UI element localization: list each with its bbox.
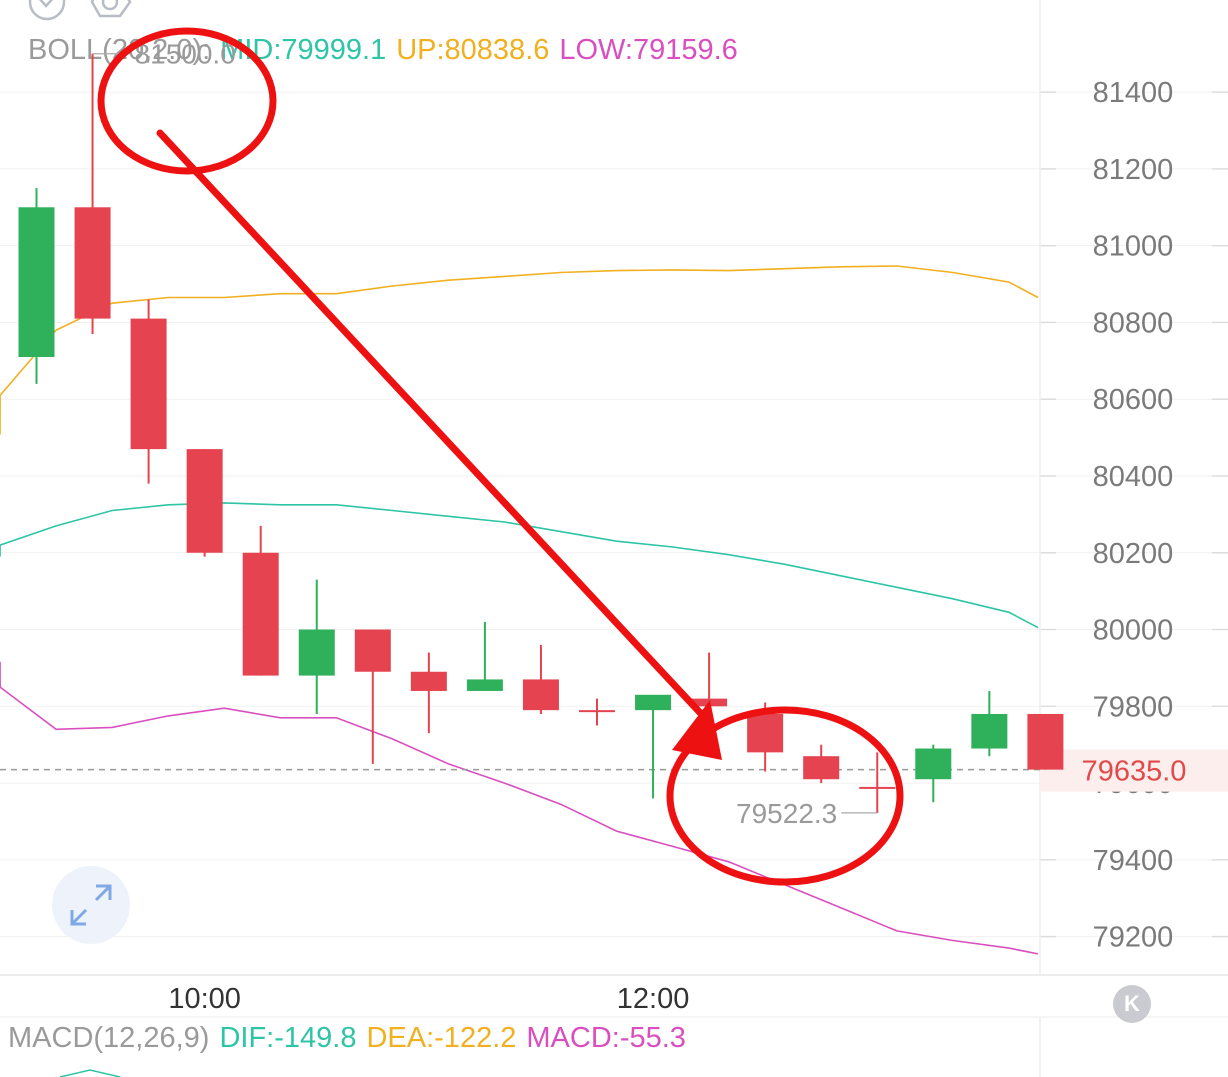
x-tick-label: 12:00 [617, 983, 690, 1015]
candle-up [635, 694, 672, 711]
check-circle-icon[interactable] [28, 0, 66, 21]
candle-down [242, 552, 279, 676]
y-tick-label: 79400 [1093, 845, 1174, 877]
candle-up [971, 713, 1008, 749]
macd-value: MACD:-55.3 [526, 1022, 686, 1054]
candle-down [859, 786, 896, 789]
candle-up [466, 679, 503, 691]
candle-down [1027, 713, 1064, 770]
annotation-arrow-shaft [156, 129, 709, 722]
macd-dif-line [59, 1069, 121, 1077]
y-tick-label: 79800 [1093, 691, 1174, 723]
annotation-circle-high [97, 27, 277, 175]
boll-mid-line [0, 502, 1039, 629]
candle-down [130, 318, 167, 450]
expand-arrows-icon [70, 884, 112, 926]
y-tick-label: 81000 [1093, 231, 1174, 263]
y-tick-label: 79200 [1093, 922, 1174, 954]
y-tick-label: 81200 [1093, 154, 1174, 186]
macd-dif: DIF:-149.8 [219, 1022, 357, 1054]
candle-up [298, 629, 335, 676]
x-tick-label: 10:00 [168, 983, 241, 1015]
kline-toggle-button[interactable]: K [1113, 985, 1151, 1023]
annotation-arrow-head [672, 700, 722, 760]
candle-down [74, 207, 111, 319]
current-price-label: 79635.0 [1082, 756, 1187, 788]
candle-up [915, 748, 952, 780]
low-marker-label: 79522.3 [736, 798, 837, 829]
high-marker-label: 81500.0 [135, 39, 236, 70]
candle-down [803, 756, 840, 780]
boll-up: UP:80838.6 [396, 34, 550, 66]
macd-name: MACD(12,26,9) [8, 1022, 210, 1054]
current-price-tag [1040, 749, 1228, 792]
macd-dea: DEA:-122.2 [366, 1022, 517, 1054]
candle-down [354, 629, 391, 672]
candle-down [522, 679, 559, 711]
y-tick-label: 80800 [1093, 307, 1174, 339]
y-tick-label: 80400 [1093, 461, 1174, 493]
boll-lower-line [0, 661, 1039, 955]
y-tick-label: 80600 [1093, 384, 1174, 416]
macd-legend: MACD(12,26,9) DIF:-149.8 DEA:-122.2 MACD:-5… [8, 1018, 696, 1058]
candle-down [410, 671, 447, 691]
candle-down [579, 710, 615, 713]
boll-low: LOW:79159.6 [559, 34, 738, 66]
annotation-circle-low [666, 706, 904, 886]
settings-icon[interactable] [90, 0, 132, 18]
y-tick-label: 80000 [1093, 615, 1174, 647]
candle-down [186, 449, 223, 553]
boll-upper-line [0, 265, 1039, 435]
candle-up [18, 207, 55, 357]
y-tick-label: 80200 [1093, 538, 1174, 570]
top-toolbar-icons [28, 0, 148, 27]
expand-button[interactable] [52, 866, 130, 944]
candle-down [747, 713, 784, 753]
y-tick-label: 81400 [1093, 77, 1174, 109]
